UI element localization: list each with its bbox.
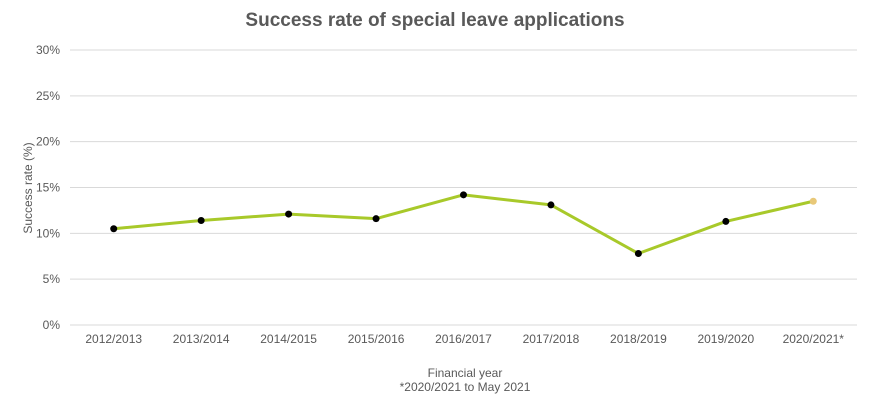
- data-point-marker: [197, 217, 205, 224]
- x-tick-label: 2017/2018: [523, 332, 580, 346]
- x-tick-label: 2018/2019: [610, 332, 667, 346]
- chart-title: Success rate of special leave applicatio…: [245, 10, 625, 31]
- data-point-marker: [809, 197, 817, 205]
- x-tick-label: 2020/2021*: [783, 332, 845, 346]
- data-point-marker: [285, 210, 293, 218]
- y-tick-label: 10%: [36, 226, 60, 240]
- y-tick-label: 15%: [36, 181, 60, 195]
- x-tick-label: 2016/2017: [435, 332, 492, 346]
- data-markers: [110, 191, 817, 257]
- y-tick-label: 25%: [36, 89, 60, 103]
- x-axis-label: Financial year *2020/2021 to May 2021: [0, 366, 870, 394]
- x-tick-label: 2015/2016: [348, 332, 405, 346]
- gridlines: [70, 49, 857, 326]
- data-line: [113, 193, 814, 255]
- y-axis-ticks: 0% 5% 10% 15% 20% 25% 30%: [36, 43, 60, 332]
- data-point-marker: [460, 191, 467, 199]
- x-tick-label: 2012/2013: [85, 332, 142, 346]
- y-tick-label: 5%: [43, 272, 61, 286]
- data-point-marker: [110, 225, 118, 233]
- x-tick-label: 2019/2020: [697, 332, 754, 346]
- x-axis-title: Financial year: [427, 366, 503, 380]
- y-tick-label: 0%: [43, 318, 61, 332]
- data-point-marker: [372, 215, 380, 223]
- data-point-marker: [722, 217, 730, 225]
- x-tick-label: 2013/2014: [173, 332, 230, 346]
- x-tick-label: 2014/2015: [260, 332, 317, 346]
- data-point-marker: [547, 201, 555, 209]
- y-tick-label: 20%: [36, 135, 60, 149]
- x-axis-ticks: 2012/2013 2013/2014 2014/2015 2015/2016 2016…: [85, 332, 844, 346]
- x-axis-note: *2020/2021 to May 2021: [399, 380, 531, 394]
- y-tick-label: 30%: [36, 43, 60, 57]
- data-point-marker: [634, 250, 642, 257]
